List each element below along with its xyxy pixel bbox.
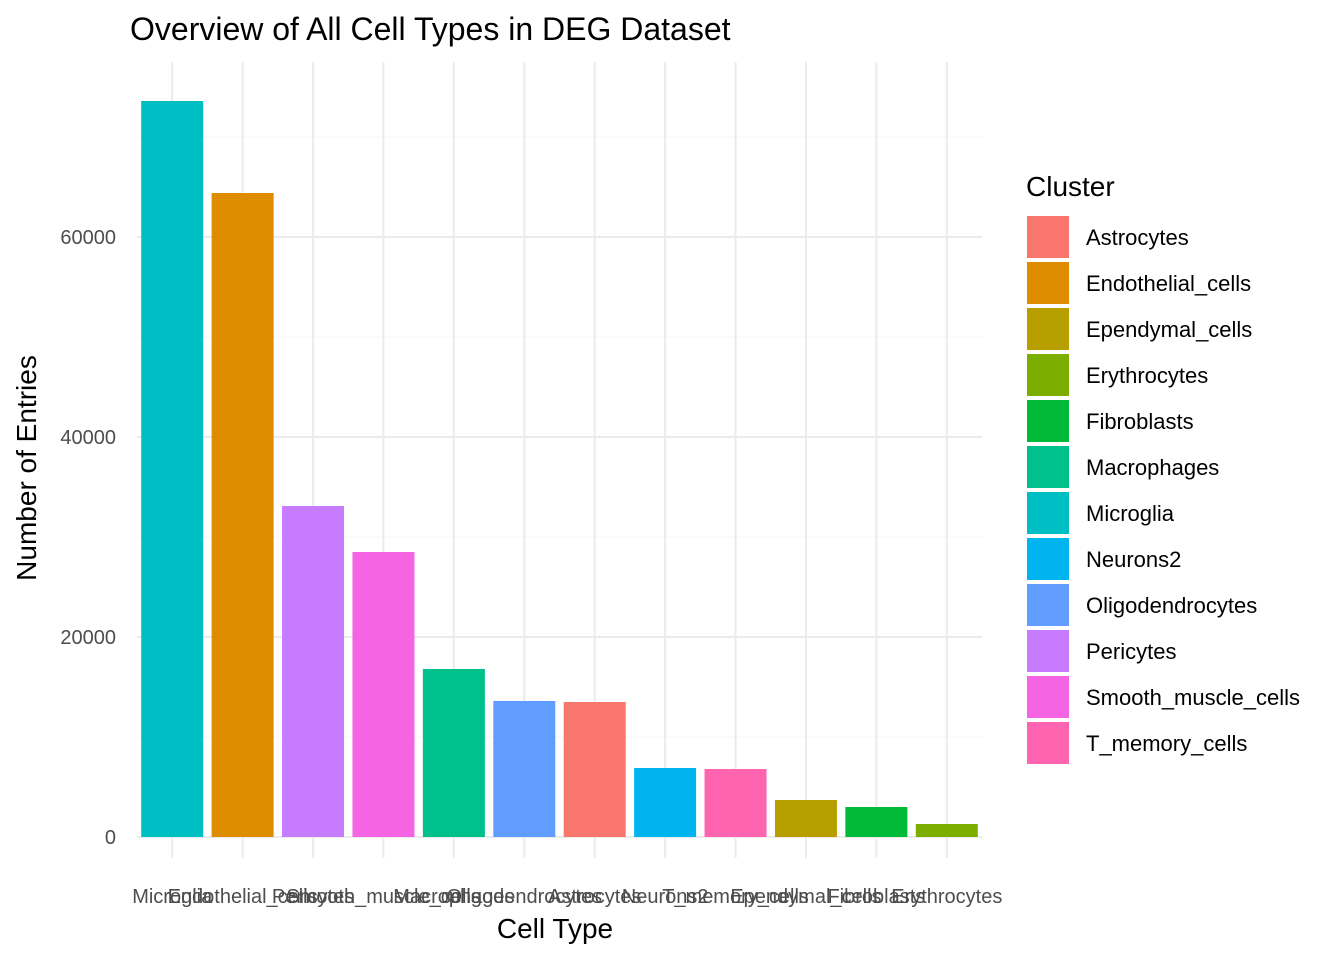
- legend-label: Pericytes: [1086, 639, 1176, 664]
- x-tick-label: Smooth_muscle_cells: [286, 886, 481, 908]
- legend-label: Endothelial_cells: [1086, 271, 1251, 296]
- legend-key: [1027, 400, 1069, 442]
- bar-astrocytes: [563, 702, 626, 837]
- legend-key: [1027, 216, 1069, 258]
- legend-key: [1027, 354, 1069, 396]
- x-tick-label: Fibroblasts: [827, 886, 925, 908]
- bar-fibroblasts: [845, 807, 908, 837]
- x-axis-title: Cell Type: [497, 913, 613, 944]
- bar-erythrocytes: [915, 824, 978, 837]
- bar-microglia: [141, 101, 204, 837]
- legend-key: [1027, 262, 1069, 304]
- y-tick-label: 40000: [60, 427, 116, 449]
- x-tick-label: Oligodendrocytes: [446, 886, 602, 908]
- x-tick-label: Microglia: [132, 886, 213, 908]
- legend-label: Oligodendrocytes: [1086, 593, 1257, 618]
- bar-smooth-muscle-cells: [352, 552, 415, 837]
- legend-label: Neurons2: [1086, 547, 1181, 572]
- legend-label: Macrophages: [1086, 455, 1219, 480]
- legend-key: [1027, 584, 1069, 626]
- legend: Astrocytes Endothelial_cells Ependymal_cel…: [1027, 216, 1300, 764]
- bar-pericytes: [282, 506, 345, 837]
- x-tick-label: Ependymal_cells: [730, 886, 881, 908]
- legend-label: Ependymal_cells: [1086, 317, 1252, 342]
- legend-title: Cluster: [1026, 171, 1115, 202]
- bar-neurons2: [634, 768, 697, 837]
- legend-key: [1027, 676, 1069, 718]
- y-axis-ticks: 0 20000 40000 60000: [60, 227, 116, 849]
- y-tick-label: 0: [105, 827, 116, 849]
- y-axis-title: Number of Entries: [11, 355, 42, 581]
- bar-ependymal-cells: [774, 800, 837, 837]
- y-tick-label: 20000: [60, 627, 116, 649]
- bars: [141, 101, 978, 837]
- x-axis-ticks: MicrogliaEndothelial_cellsPericytesSmoot…: [132, 886, 1002, 908]
- bar-oligodendrocytes: [493, 701, 556, 837]
- legend-key: [1027, 492, 1069, 534]
- legend-key: [1027, 308, 1069, 350]
- bar-t-memory-cells: [704, 769, 767, 837]
- legend-label: T_memory_cells: [1086, 731, 1247, 756]
- x-tick-label: Erythrocytes: [891, 886, 1002, 908]
- x-tick-label: T_memory_cells: [662, 886, 809, 908]
- legend-label: Fibroblasts: [1086, 409, 1194, 434]
- x-tick-label: Macrophages: [393, 886, 514, 908]
- legend-label: Microglia: [1086, 501, 1175, 526]
- bar-endothelial-cells: [211, 193, 274, 837]
- legend-key: [1027, 538, 1069, 580]
- legend-label: Astrocytes: [1086, 225, 1189, 250]
- legend-label: Smooth_muscle_cells: [1086, 685, 1300, 710]
- bar-macrophages: [422, 669, 485, 837]
- y-tick-label: 60000: [60, 227, 116, 249]
- chart-title: Overview of All Cell Types in DEG Datase…: [130, 11, 731, 47]
- x-tick-label: Pericytes: [272, 886, 354, 908]
- legend-key: [1027, 630, 1069, 672]
- legend-key: [1027, 722, 1069, 764]
- legend-key: [1027, 446, 1069, 488]
- x-tick-label: Neurons2: [622, 886, 709, 908]
- x-tick-label: Astrocytes: [548, 886, 641, 908]
- legend-label: Erythrocytes: [1086, 363, 1208, 388]
- x-tick-label: Endothelial_cells: [168, 886, 318, 908]
